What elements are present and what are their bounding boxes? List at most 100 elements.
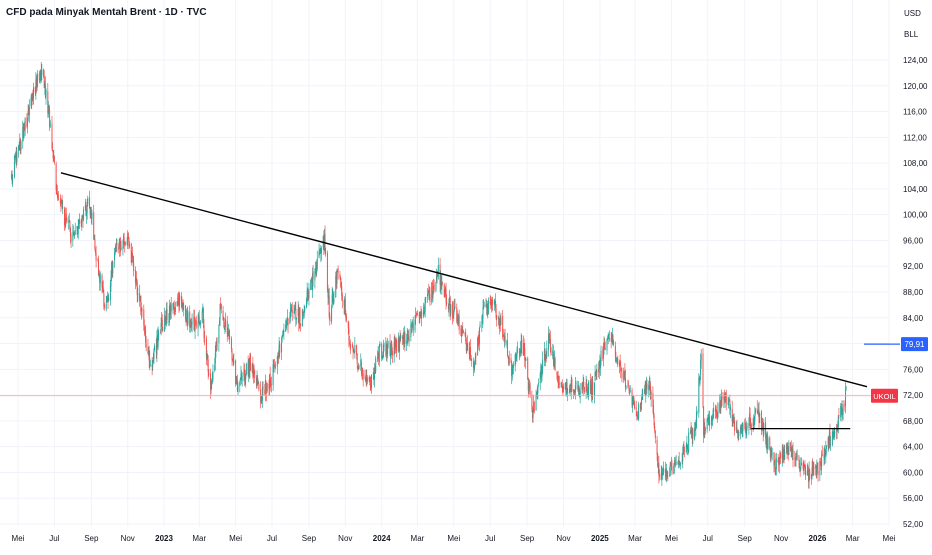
candle-body (43, 68, 45, 77)
candle-body (631, 390, 633, 406)
unit-label[interactable]: BLL (904, 30, 919, 39)
candle-body (453, 306, 455, 311)
candle-body (277, 353, 279, 358)
candle-body (390, 351, 392, 358)
candle-body (690, 429, 692, 431)
candle-body (318, 251, 320, 258)
candle-body (467, 343, 469, 351)
candle-body (581, 383, 583, 390)
candle-body (490, 301, 492, 304)
candle-body (648, 383, 650, 389)
candle-body (348, 328, 350, 341)
candle-body (294, 308, 296, 312)
candle-body (236, 379, 238, 382)
candle-body (344, 297, 346, 315)
candle-body (595, 371, 597, 374)
x-tick-label: Sep (302, 534, 317, 543)
candle-body (481, 322, 483, 324)
candle-body (298, 309, 300, 324)
candle-body (261, 398, 263, 401)
x-tick-label: Nov (338, 534, 352, 543)
candle-body (393, 342, 395, 356)
candle-body (131, 253, 133, 259)
candle-body (158, 333, 160, 335)
candle-body (190, 324, 192, 326)
candle-body (644, 388, 646, 393)
candle-body (94, 239, 96, 249)
candle-body (560, 383, 562, 385)
candle-body (591, 381, 593, 399)
candle-body (20, 141, 22, 151)
candle-body (240, 373, 242, 379)
candle-body (282, 330, 284, 335)
candle-body (416, 313, 418, 315)
candle-body (700, 354, 702, 361)
candle-body (761, 425, 763, 430)
candle-body (469, 348, 471, 356)
candle-body (619, 360, 621, 364)
candle-body (264, 389, 266, 394)
candle-body (568, 388, 570, 393)
candle-body (112, 261, 114, 274)
candle-body (120, 241, 122, 252)
candle-body (678, 460, 680, 464)
currency-label[interactable]: USD (904, 9, 921, 18)
candle-body (453, 308, 455, 316)
candle-body (706, 418, 708, 430)
candle-body (365, 377, 367, 382)
candle-body (675, 462, 677, 464)
candle-body (126, 242, 128, 245)
candle-body (833, 431, 835, 439)
candle-body (144, 328, 146, 330)
candle-body (775, 458, 777, 470)
candle-body (366, 375, 368, 381)
candle-body (40, 69, 42, 76)
candle-body (382, 355, 384, 358)
candle-body (486, 305, 488, 313)
candle-body (683, 445, 685, 451)
candle-body (611, 334, 613, 344)
candle-body (139, 296, 141, 302)
x-tick-label: Jul (49, 534, 59, 543)
candle-body (574, 391, 576, 394)
candle-body (825, 445, 827, 449)
candle-body (114, 251, 116, 261)
candle-body (786, 444, 788, 453)
candle-body (783, 448, 785, 459)
candle-body (573, 391, 575, 394)
candle-body (360, 359, 362, 367)
y-tick-label: 64,00 (903, 443, 924, 452)
candle-body (391, 350, 393, 356)
x-tick-label: Jul (267, 534, 277, 543)
candle-body (703, 406, 705, 436)
candle-body (504, 335, 506, 344)
candle-body (56, 192, 58, 196)
candle-body (153, 350, 155, 360)
x-tick-label: 2026 (809, 534, 827, 543)
candle-body (557, 376, 559, 383)
candle-body (206, 353, 208, 359)
candle-body (219, 304, 221, 320)
time-axis[interactable]: Mei Jul Sep Nov 2023 Mar Mei Jul Sep Nov 2024 Mar Me… (12, 534, 896, 543)
candle-body (616, 357, 618, 359)
candle-body (708, 417, 710, 419)
y-tick-label: 104,00 (903, 185, 928, 194)
price-axis[interactable]: 124,00 120,00 116,00 112,00 108,00 104,00 100,… (903, 56, 928, 529)
candle-body (249, 356, 251, 371)
candle-body (383, 344, 385, 347)
candle-body (423, 312, 425, 315)
candle-body (182, 303, 184, 306)
candle-body (295, 308, 297, 321)
candle-body (735, 427, 737, 430)
candle-body (727, 403, 729, 405)
candle-body (561, 384, 563, 386)
candle-body (172, 303, 174, 311)
candle-body (266, 383, 268, 393)
candle-body (120, 247, 122, 250)
candle-body (682, 453, 684, 462)
candle-body (300, 323, 302, 326)
candle-body (366, 377, 368, 382)
x-tick-label: Nov (556, 534, 570, 543)
